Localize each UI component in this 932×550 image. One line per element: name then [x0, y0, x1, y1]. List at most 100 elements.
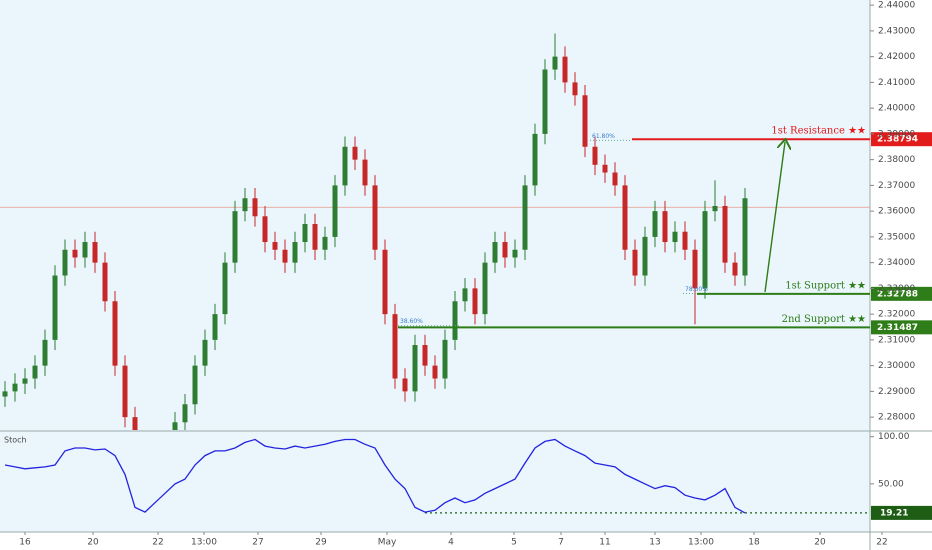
candle-body — [722, 205, 728, 263]
x-tick-label: 27 — [252, 538, 263, 548]
x-tick-label: 29 — [315, 538, 327, 548]
price-box — [871, 132, 932, 147]
y-tick-label: 2.34000 — [878, 258, 915, 268]
candle-body — [22, 378, 28, 384]
fib-label: 61.80% — [592, 133, 615, 140]
price-box-label: 2.38794 — [877, 135, 918, 145]
candle-body — [652, 211, 658, 237]
x-tick-label: 20 — [814, 538, 826, 548]
y-tick-label: 2.43000 — [878, 26, 915, 36]
candle-body — [202, 339, 208, 366]
price-pane — [0, 33, 870, 430]
level-label: 1st Resistance ★★ — [771, 126, 866, 137]
level-label: 2nd Support ★★ — [782, 314, 866, 325]
candle-body — [312, 224, 318, 250]
candle-body — [622, 185, 628, 250]
candle-body — [682, 231, 688, 250]
candle-body — [102, 262, 108, 302]
x-tick-label: May — [378, 538, 397, 548]
candle-body — [352, 146, 358, 160]
candle-body — [292, 242, 298, 263]
y-tick-label: 2.39000 — [878, 129, 915, 139]
candle-body — [542, 69, 548, 134]
candle-body — [462, 288, 468, 302]
candle-body — [282, 249, 288, 263]
y-tick-label: 2.35000 — [878, 232, 915, 242]
x-tick-label: 22 — [876, 538, 887, 548]
x-tick-label: 20 — [87, 538, 99, 548]
candle-body — [262, 216, 268, 243]
candle-body — [382, 249, 388, 315]
candle-body — [372, 185, 378, 250]
candle-body — [192, 365, 198, 405]
candle-body — [592, 146, 598, 165]
candle-body — [522, 185, 528, 250]
price-box — [871, 286, 932, 301]
y-tick-label: 100.00 — [878, 432, 910, 442]
y-tick-label: 2.37000 — [878, 181, 915, 191]
candle-body — [582, 95, 588, 147]
candle-body — [362, 159, 368, 186]
plot-background — [0, 0, 870, 532]
x-tick-label: 16 — [19, 538, 31, 548]
candle-body — [112, 301, 118, 366]
candle-body — [12, 383, 18, 392]
candle-body — [642, 236, 648, 276]
candle-body — [32, 365, 38, 379]
candle-body — [432, 365, 438, 379]
candle-body — [302, 224, 308, 243]
candle-body — [602, 164, 608, 173]
x-tick-label: 13 — [649, 538, 660, 548]
candle-body — [182, 404, 188, 423]
candle-body — [332, 185, 338, 237]
candle-body — [572, 82, 578, 96]
candle-body — [692, 249, 698, 289]
candle-body — [632, 249, 638, 276]
candle-body — [402, 378, 408, 392]
candle-body — [322, 236, 328, 250]
candle-body — [452, 301, 458, 340]
y-tick-label: 2.36000 — [878, 207, 915, 217]
axis-background — [870, 0, 932, 550]
candle-body — [392, 314, 398, 379]
candle-body — [612, 172, 618, 186]
value-box — [871, 505, 932, 520]
candle-body — [412, 345, 418, 392]
candle-body — [742, 198, 748, 276]
candle-body — [272, 242, 278, 250]
candle-body — [172, 422, 178, 430]
candle-body — [502, 242, 508, 258]
candle-body — [122, 365, 128, 418]
y-tick-label: 2.32000 — [878, 310, 915, 320]
candle-body — [732, 262, 738, 276]
candle-body — [422, 345, 428, 366]
candle-body — [42, 339, 48, 366]
y-tick-label: 2.44000 — [878, 1, 915, 11]
x-tick-label: 11 — [599, 538, 610, 548]
candle-body — [712, 205, 718, 212]
x-tick-label: 4 — [448, 538, 454, 548]
candle-body — [482, 262, 488, 315]
candle-body — [492, 242, 498, 263]
candle-body — [72, 249, 78, 258]
x-tick-label: 13:00 — [191, 538, 217, 548]
y-tick-label: 2.33000 — [878, 284, 915, 294]
candle-body — [252, 198, 258, 217]
y-tick-label: 50.00 — [878, 479, 904, 489]
x-tick-label: 13:00 — [688, 538, 714, 548]
candle-body — [62, 249, 68, 276]
value-box-label: 19.21 — [880, 508, 908, 518]
y-tick-label: 2.30000 — [878, 361, 915, 371]
price-box-label: 2.31487 — [877, 323, 918, 333]
x-tick-label: 5 — [511, 538, 517, 548]
arrow — [764, 142, 785, 293]
candle-body — [532, 133, 538, 186]
candle-body — [92, 242, 98, 263]
candle-body — [212, 314, 218, 340]
y-tick-label: 2.42000 — [878, 52, 915, 62]
y-tick-label: 2.41000 — [878, 78, 915, 88]
fib-label: 38.60% — [400, 318, 423, 325]
level-label: 1st Support ★★ — [785, 280, 866, 291]
candle-body — [562, 56, 568, 83]
